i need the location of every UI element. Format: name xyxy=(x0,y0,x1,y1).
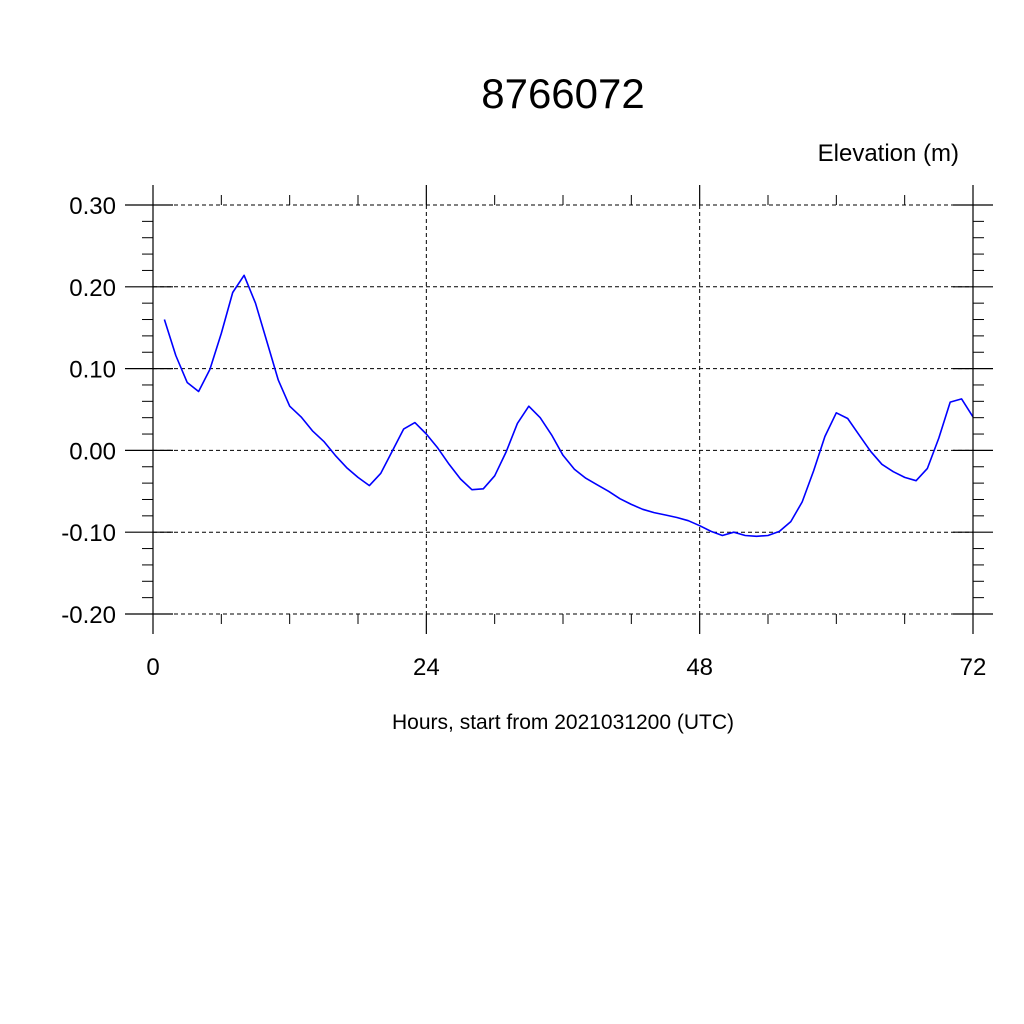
grid xyxy=(153,204,973,615)
tick-labels: 0.30 0.20 0.10 0.00 -0.10 -0.20 0 24 48 72 xyxy=(61,193,986,681)
series-line xyxy=(163,274,974,538)
x-tick-label: 72 xyxy=(960,654,987,681)
y-tick-label: 0.20 xyxy=(69,275,116,302)
tick-marks xyxy=(125,185,993,634)
y-axis-label: Elevation (m) xyxy=(818,140,959,167)
y-tick-label: 0.10 xyxy=(69,357,116,384)
x-axis-label: Hours, start from 2021031200 (UTC) xyxy=(392,711,734,734)
x-tick-label: 48 xyxy=(686,654,713,681)
y-tick-label: 0.00 xyxy=(69,438,116,465)
y-tick-label: 0.30 xyxy=(69,193,116,220)
x-tick-label: 0 xyxy=(146,654,159,681)
plot-frame xyxy=(152,205,974,614)
series-layer xyxy=(163,274,974,538)
x-tick-label: 24 xyxy=(413,654,440,681)
y-tick-label: -0.10 xyxy=(61,520,116,547)
chart-title: 8766072 xyxy=(481,70,645,117)
y-tick-label: -0.20 xyxy=(61,602,116,629)
